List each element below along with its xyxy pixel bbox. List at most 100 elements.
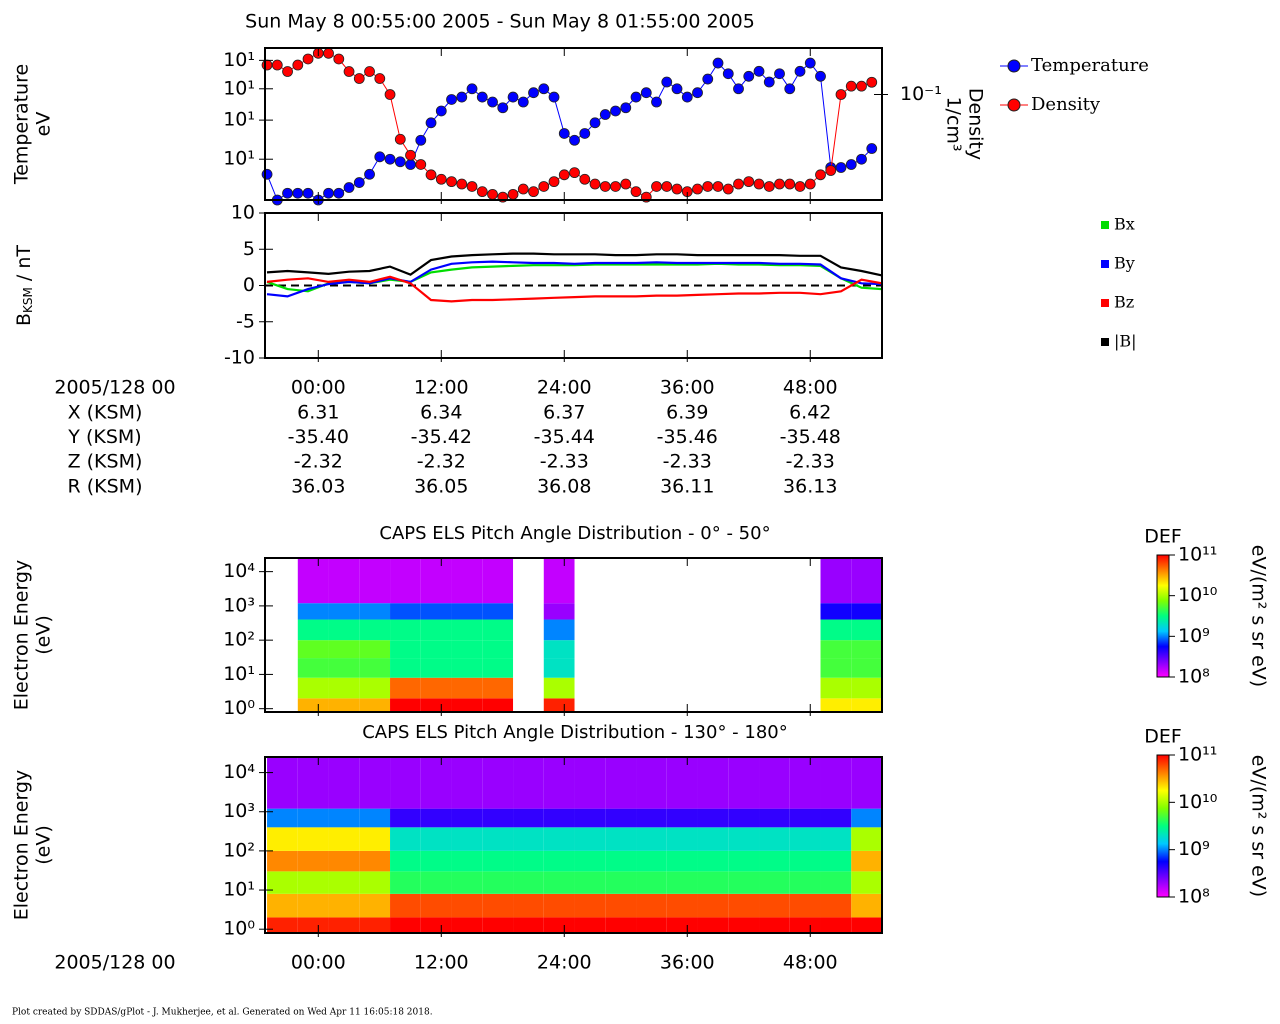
- ephemeris-value: -35.40: [288, 426, 349, 448]
- series-marker: [528, 186, 539, 198]
- y-tick-label: 10¹: [223, 49, 255, 71]
- heatmap-cell: [482, 850, 514, 872]
- heatmap-cell: [697, 917, 729, 933]
- heatmap-cell: [482, 603, 514, 620]
- heatmap-cell: [820, 827, 852, 851]
- heatmap-cell: [359, 893, 391, 918]
- series-marker: [784, 83, 796, 95]
- series-marker: [722, 183, 734, 195]
- heatmap-cell: [328, 677, 360, 699]
- series-marker: [282, 187, 293, 199]
- series-marker: [620, 102, 632, 114]
- y2-axis-label: 1/cm³: [943, 96, 965, 151]
- colorbar-tick-label: 10⁹: [1178, 625, 1210, 647]
- colorbar-tick-label: 10¹⁰: [1178, 584, 1217, 606]
- heatmap-cell: [820, 640, 852, 659]
- heatmap-cell: [820, 698, 852, 712]
- series-marker: [415, 134, 427, 146]
- series-marker: [599, 181, 611, 192]
- legend-label: Bx: [1114, 215, 1135, 234]
- series-marker: [353, 73, 365, 84]
- heatmap-cell: [328, 850, 360, 872]
- y-tick-label: 10⁴: [223, 560, 255, 582]
- series-marker: [794, 65, 806, 77]
- y-tick-label: 10¹: [223, 109, 255, 131]
- ephemeris-label: Z (KSM): [68, 451, 143, 473]
- heatmap-cell: [267, 893, 298, 918]
- series-marker: [487, 96, 498, 108]
- heatmap-cell: [789, 850, 821, 872]
- heatmap-cell: [420, 917, 452, 933]
- heatmap-cell: [728, 827, 760, 851]
- series-marker: [743, 176, 755, 188]
- series-marker: [774, 178, 785, 190]
- heatmap-cell: [420, 850, 452, 872]
- colorbar-title: DEF: [1144, 726, 1182, 748]
- series-marker: [804, 57, 816, 69]
- heatmap-cell: [297, 917, 329, 933]
- series-marker: [763, 76, 775, 88]
- heatmap-cell: [543, 619, 575, 641]
- heatmap-cell: [482, 640, 514, 659]
- colorbar: [1156, 754, 1170, 898]
- colorbar-title: DEF: [1144, 526, 1182, 548]
- series-marker: [548, 176, 560, 188]
- legend-swatch: [1101, 260, 1109, 268]
- heatmap-cell: [328, 757, 360, 809]
- series-marker: [425, 169, 437, 181]
- series-line: [266, 260, 883, 298]
- series-marker: [333, 53, 345, 65]
- heatmap-cell: [636, 893, 667, 918]
- colorbar-tick-label: 10¹¹: [1178, 544, 1217, 566]
- series-marker: [804, 178, 816, 190]
- ephemeris-value: -2.33: [663, 451, 712, 473]
- plot-title: Sun May 8 00:55:00 2005 - Sun May 8 01:5…: [245, 11, 755, 33]
- heatmap-cell: [482, 871, 514, 894]
- heatmap-cell: [328, 893, 360, 918]
- heatmap-cell: [451, 640, 483, 659]
- heatmap-cell: [328, 827, 360, 851]
- heatmap-cell: [390, 827, 421, 851]
- heatmap-cell: [513, 850, 544, 872]
- colorbar-tick-label: 10⁹: [1178, 838, 1210, 860]
- heatmap-cell: [390, 871, 421, 894]
- heatmap-cell: [543, 677, 575, 699]
- heatmap-cell: [482, 658, 514, 678]
- heatmap-cell: [697, 871, 729, 894]
- legend-marker: [1007, 59, 1021, 73]
- heatmap-cell: [820, 893, 852, 918]
- series-marker: [497, 102, 509, 114]
- series-marker: [446, 94, 457, 105]
- heatmap-cell: [574, 893, 606, 918]
- heatmap-cell: [297, 677, 329, 699]
- y-tick-label: -10: [224, 347, 255, 369]
- heatmap-cell: [390, 808, 421, 828]
- heatmap-cell: [328, 808, 360, 828]
- ephemeris-value: -2.33: [786, 451, 835, 473]
- panel-title: CAPS ELS Pitch Angle Distribution - 130°…: [362, 722, 788, 743]
- y-tick-label: 5: [243, 238, 255, 260]
- heatmap-cell: [543, 603, 575, 620]
- heatmap-cell: [390, 619, 421, 641]
- y-tick-label: 0: [243, 274, 255, 296]
- heatmap-cell: [451, 827, 483, 851]
- heatmap-cell: [728, 917, 760, 933]
- heatmap-cell: [543, 827, 575, 851]
- heatmap-cell: [789, 827, 821, 851]
- heatmap-cell: [359, 850, 391, 872]
- series-marker: [763, 181, 775, 192]
- heatmap-cell: [328, 698, 360, 712]
- heatmap-cell: [482, 619, 514, 641]
- series-marker: [681, 91, 693, 103]
- heatmap-cell: [543, 917, 575, 933]
- legend-swatch: [1101, 299, 1109, 307]
- series-marker: [425, 117, 437, 129]
- heatmap-cell: [420, 677, 452, 699]
- ephemeris-value: 6.31: [297, 402, 339, 424]
- heatmap-cell: [359, 603, 391, 620]
- heatmap-cell: [482, 698, 514, 712]
- ephemeris-label: X (KSM): [68, 402, 143, 424]
- heatmap-cell: [851, 827, 882, 851]
- series-marker: [364, 66, 375, 77]
